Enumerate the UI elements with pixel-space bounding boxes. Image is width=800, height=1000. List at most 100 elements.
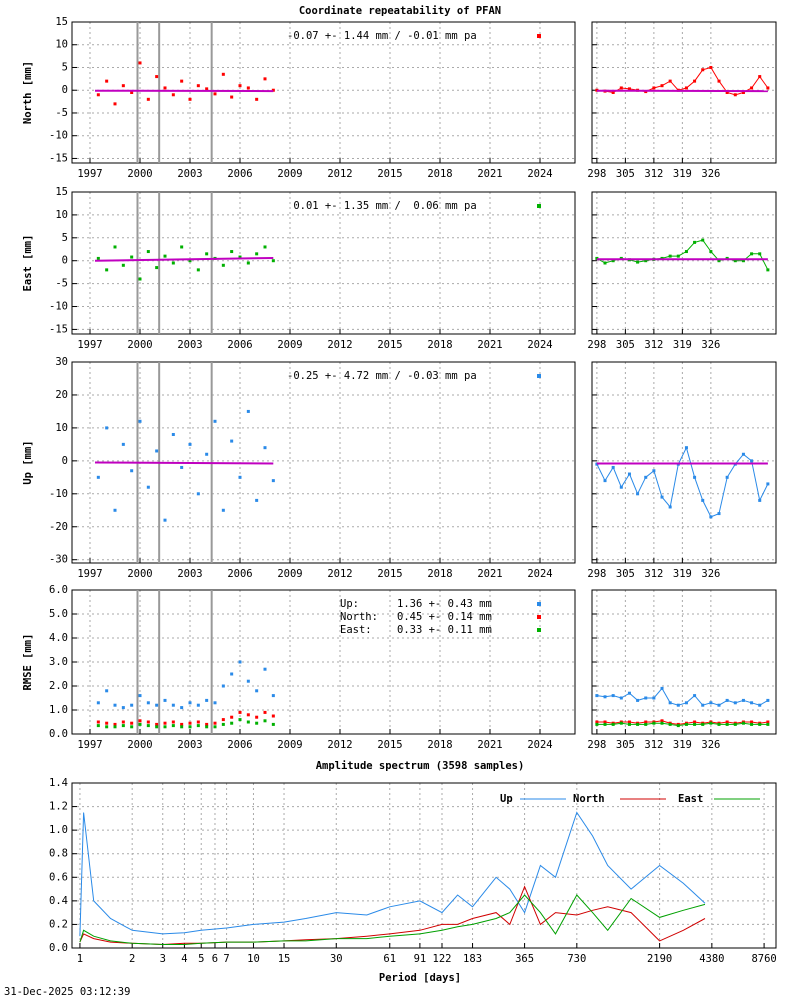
- legend-swatch: [537, 34, 541, 38]
- y-tick-label: 15: [55, 16, 68, 28]
- point: [619, 721, 623, 725]
- x-tick-label: 326: [701, 339, 720, 351]
- point: [603, 261, 607, 265]
- x-tick-label: 319: [673, 168, 692, 180]
- x-tick-label: 2021: [477, 339, 502, 351]
- point: [221, 72, 225, 76]
- point: [171, 703, 175, 707]
- point: [155, 725, 159, 729]
- point: [693, 722, 697, 726]
- point: [255, 689, 259, 693]
- point: [603, 720, 607, 724]
- point: [130, 721, 134, 725]
- point: [113, 725, 117, 729]
- point: [271, 479, 275, 483]
- plot-frame: [591, 21, 777, 164]
- point: [155, 449, 159, 453]
- point: [155, 722, 159, 726]
- point: [221, 508, 225, 512]
- y-tick-label: 0.4: [49, 895, 68, 907]
- y-tick-label: 1.2: [49, 801, 68, 813]
- x-tick-label: 305: [616, 568, 635, 580]
- x-tick-label: 312: [644, 168, 663, 180]
- legend-label: North: [573, 793, 605, 805]
- x-tick-label: 2012: [327, 568, 352, 580]
- point: [130, 91, 134, 94]
- x-tick-label: 2003: [177, 568, 202, 580]
- x-tick-label: 2018: [427, 339, 452, 351]
- point: [230, 672, 234, 676]
- point: [693, 475, 697, 479]
- point: [105, 426, 109, 430]
- point: [263, 446, 267, 450]
- point: [188, 259, 192, 263]
- point: [652, 86, 656, 90]
- x-tick-label: 326: [701, 739, 720, 751]
- x-tick-label: 2012: [327, 168, 352, 180]
- point: [130, 703, 134, 707]
- point: [701, 68, 705, 72]
- y-tick-label: 0.0: [49, 728, 68, 740]
- x-tick-label: 2006: [227, 168, 252, 180]
- x-tick-label: 1997: [77, 339, 102, 351]
- legend-label: North:: [340, 611, 378, 623]
- point: [121, 263, 125, 267]
- x-tick-label: 2024: [527, 339, 552, 351]
- annotation: -0.07 +- 1.44 mm / -0.01 mm pa: [287, 30, 477, 42]
- x-tick-label: 2024: [527, 568, 552, 580]
- annotation: -0.25 +- 4.72 mm / -0.03 mm pa: [287, 370, 477, 382]
- point: [644, 475, 648, 479]
- point: [701, 498, 705, 502]
- x-tick-label: 2006: [227, 568, 252, 580]
- x-tick-label: 2021: [477, 168, 502, 180]
- y-tick-label: 6.0: [49, 584, 68, 596]
- point: [230, 715, 234, 719]
- x-tick-label: 319: [673, 568, 692, 580]
- point: [684, 701, 688, 705]
- point: [725, 475, 729, 479]
- point: [595, 694, 599, 698]
- point: [146, 97, 150, 101]
- point: [171, 432, 175, 436]
- point: [213, 419, 217, 423]
- x-tick-label: 2012: [327, 739, 352, 751]
- x-tick-label: 2000: [127, 739, 152, 751]
- point: [180, 79, 184, 83]
- point: [636, 260, 640, 264]
- x-tick-label: 2018: [427, 568, 452, 580]
- y-tick-label: 1.0: [49, 704, 68, 716]
- point: [595, 88, 599, 92]
- point: [163, 518, 167, 522]
- page-title: Coordinate repeatability of PFAN: [299, 5, 501, 17]
- x-tick-label: 2024: [527, 739, 552, 751]
- point: [709, 721, 713, 725]
- x-tick-label: 61: [383, 953, 396, 965]
- y-tick-label: -5: [55, 278, 68, 290]
- point: [163, 86, 167, 90]
- point: [213, 701, 217, 705]
- point: [652, 696, 656, 700]
- point: [611, 694, 615, 698]
- point: [238, 710, 242, 714]
- plot-frame: [71, 782, 777, 949]
- point: [121, 84, 125, 88]
- point: [611, 91, 615, 94]
- point: [627, 87, 631, 91]
- point: [171, 93, 175, 97]
- y-axis-label: North [mm]: [22, 61, 34, 124]
- x-tick-label: 4: [181, 953, 187, 965]
- point: [709, 515, 713, 519]
- point: [709, 250, 713, 254]
- plot-frame: [591, 589, 777, 735]
- legend-label: East: [678, 793, 703, 805]
- point: [255, 498, 259, 502]
- x-tick-label: 305: [616, 739, 635, 751]
- y-tick-label: -15: [49, 152, 68, 164]
- point: [238, 255, 242, 259]
- legend-label: Up: [500, 793, 513, 805]
- x-tick-label: 2018: [427, 739, 452, 751]
- point: [230, 250, 234, 254]
- point: [221, 684, 225, 688]
- y-tick-label: 0.6: [49, 871, 68, 883]
